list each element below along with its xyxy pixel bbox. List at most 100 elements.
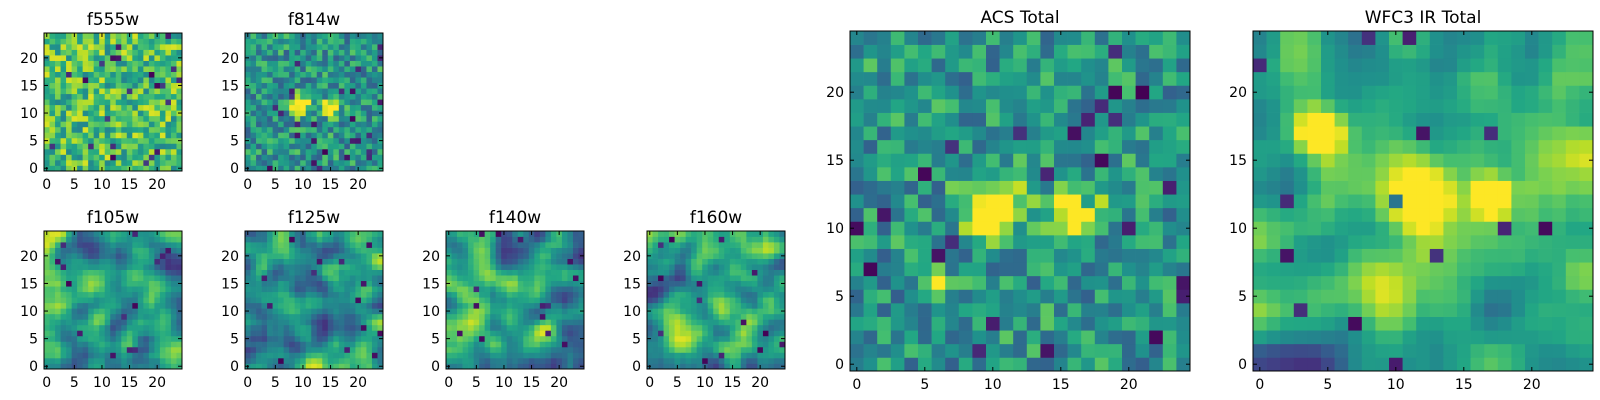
heatmap-cell	[88, 247, 95, 254]
heatmap-cell	[729, 280, 736, 287]
heatmap-cell	[904, 153, 919, 168]
heatmap-cell	[1013, 357, 1028, 372]
heatmap-cell	[148, 324, 155, 331]
heatmap-cell	[1094, 330, 1109, 345]
heatmap-cell	[1067, 262, 1082, 277]
heatmap-cell	[1470, 194, 1485, 209]
heatmap-cell	[740, 247, 747, 254]
heatmap-cell	[545, 335, 552, 342]
heatmap-cell	[283, 159, 290, 166]
heatmap-cell	[1457, 316, 1471, 331]
heatmap-cell	[1135, 194, 1150, 209]
heatmap-cell	[556, 319, 563, 326]
heatmap-cell	[669, 258, 675, 265]
heatmap-cell	[918, 194, 932, 209]
heatmap-cell	[77, 115, 83, 122]
heatmap-cell	[137, 275, 144, 282]
heatmap-cell	[674, 335, 681, 342]
heatmap-cell	[110, 275, 117, 282]
heatmap-cell	[945, 153, 960, 168]
heatmap-cell	[60, 154, 67, 161]
heatmap-cell	[60, 44, 67, 50]
heatmap-cell	[1375, 303, 1390, 317]
heatmap-cell	[366, 247, 373, 254]
heatmap-cell	[71, 297, 78, 304]
heatmap-cell	[1013, 194, 1028, 209]
heatmap-cell	[1565, 167, 1580, 181]
heatmap-cell	[49, 137, 56, 144]
heatmap-cell	[1361, 248, 1376, 263]
heatmap-cell	[479, 302, 485, 309]
heatmap-cell	[1135, 303, 1150, 317]
heatmap-cell	[1307, 275, 1322, 290]
heatmap-cell	[729, 335, 736, 342]
heatmap-cell	[773, 302, 780, 309]
heatmap-cell	[349, 77, 356, 84]
heatmap-cell	[762, 341, 769, 348]
heatmap-cell	[165, 236, 172, 243]
heatmap-cell	[1565, 221, 1580, 236]
heatmap-cell	[88, 77, 95, 84]
heatmap-cell	[333, 115, 340, 122]
heatmap-cell	[110, 49, 117, 56]
heatmap-cell	[484, 269, 491, 276]
heatmap-cell	[740, 341, 747, 348]
heatmap-cell	[652, 308, 659, 315]
heatmap-cell	[261, 38, 268, 45]
heatmap-cell	[71, 357, 78, 364]
heatmap-cell	[305, 148, 312, 155]
heatmap-cell	[517, 275, 524, 282]
heatmap-cell	[60, 104, 67, 111]
heatmap-cell	[143, 308, 150, 315]
heatmap-cell	[294, 324, 301, 331]
heatmap-cell	[66, 346, 72, 353]
heatmap-cell	[344, 291, 351, 298]
heatmap-cell	[300, 264, 307, 270]
heatmap-cell	[93, 44, 100, 50]
heatmap-cell	[349, 280, 356, 287]
heatmap-cell	[338, 275, 345, 282]
heatmap-cell	[305, 93, 312, 100]
heatmap-cell	[115, 302, 122, 309]
heatmap-cell	[355, 335, 362, 342]
heatmap-cell	[1135, 99, 1150, 113]
heatmap-cell	[696, 313, 703, 320]
heatmap-cell	[245, 291, 251, 298]
heatmap-cell	[652, 291, 659, 298]
heatmap-cell	[707, 302, 714, 309]
heatmap-cell	[468, 242, 474, 248]
heatmap-cell	[918, 248, 932, 263]
heatmap-cell	[143, 280, 150, 287]
heatmap-cell	[256, 49, 262, 56]
heatmap-cell	[918, 44, 932, 59]
heatmap-cell	[506, 330, 513, 337]
heatmap-cell	[877, 153, 892, 168]
heatmap-cell	[1026, 139, 1041, 154]
heatmap-cell	[132, 236, 139, 243]
heatmap-cell	[154, 159, 161, 166]
heatmap-cell	[327, 126, 334, 133]
heatmap-cell	[338, 159, 345, 166]
heatmap-cell	[360, 231, 367, 237]
heatmap-cell	[1307, 153, 1322, 168]
heatmap-cell	[60, 308, 67, 315]
heatmap-cell	[713, 269, 720, 276]
heatmap-cell	[918, 112, 932, 127]
heatmap-cell	[126, 154, 133, 161]
heatmap-cell	[1162, 139, 1177, 154]
heatmap-cell	[305, 335, 312, 342]
heatmap-cell	[1361, 303, 1376, 317]
heatmap-cell	[170, 231, 177, 237]
heatmap-cell	[468, 269, 474, 276]
heatmap-cell	[261, 126, 268, 133]
heatmap-cell	[338, 33, 345, 39]
heatmap-cell	[501, 335, 508, 342]
heatmap-cell	[132, 319, 139, 326]
heatmap-cell	[931, 248, 946, 263]
heatmap-cell	[724, 352, 731, 359]
heatmap-cell	[1122, 221, 1136, 236]
heatmap-cell	[1375, 221, 1390, 236]
heatmap-cell	[561, 363, 568, 370]
heatmap-cell	[170, 137, 177, 144]
heatmap-cell	[371, 324, 378, 331]
